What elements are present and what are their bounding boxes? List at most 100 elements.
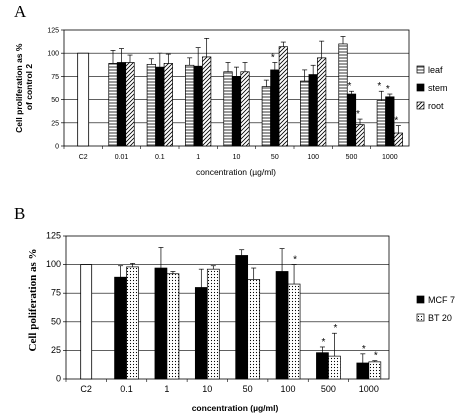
bar-leaf: [376, 100, 386, 147]
bar-leaf: [146, 63, 156, 147]
panel-a-axes: 0 25 50 75 100 125 C2 0.01 0.1 1 10 50 100 500 1000: [47, 28, 397, 162]
x-tick-label: 1000: [382, 154, 398, 161]
bar-mcf-7: [114, 276, 127, 380]
significance-star: *: [321, 337, 325, 348]
bar-stem: [116, 62, 127, 147]
bar-stem: [385, 96, 395, 147]
panel-b-axes: 0 25 50 75 100 125 C2 0.1 1 10 50 100 500 1000: [46, 231, 379, 395]
y-tick-label: 0: [56, 374, 61, 384]
y-tick-label: 0: [55, 144, 59, 151]
significance-star: *: [377, 81, 381, 92]
x-tick-label: 50: [243, 384, 253, 394]
x-tick-label: 0.1: [120, 384, 133, 394]
significance-star: *: [394, 116, 398, 127]
significance-star: *: [293, 255, 297, 266]
x-tick-label: 10: [202, 384, 212, 394]
control-bar: [80, 264, 93, 380]
legend-label-mcf-7: MCF 7: [428, 295, 455, 305]
legend-swatch-mcf-7: [416, 295, 425, 304]
significance-star: *: [362, 344, 366, 355]
legend-label-stem: stem: [428, 83, 448, 93]
y-tick-label: 25: [51, 120, 59, 127]
x-tick-label: 500: [346, 154, 358, 161]
x-tick-label: 1000: [359, 384, 379, 394]
y-tick-label: 125: [47, 28, 59, 35]
panel-b: B Cell poliferation as % concentration (…: [14, 204, 455, 413]
legend-swatch-stem: [416, 83, 425, 92]
bar-mcf-7: [194, 287, 208, 380]
bar-bt-20: [247, 279, 261, 380]
bar-root: [317, 57, 327, 147]
bar-root: [163, 63, 173, 147]
panel-a-y-axis-title: Cell proliferation as % of control 2: [14, 41, 34, 133]
bar-root: [240, 71, 250, 147]
significance-star: *: [333, 323, 337, 334]
bar-stem: [193, 65, 203, 147]
bar-stem: [308, 74, 318, 147]
x-tick-label: 1: [164, 384, 169, 394]
panel-a-label: A: [14, 2, 27, 21]
y-tick-label: 100: [47, 51, 59, 58]
control-bar: [77, 52, 90, 147]
bar-bt-20: [206, 268, 220, 380]
bar-leaf: [261, 86, 271, 147]
y-tick-label: 75: [51, 288, 61, 298]
panel-b-label: B: [14, 204, 25, 223]
y-tick-label: 100: [46, 259, 61, 269]
x-tick-label: 100: [281, 384, 296, 394]
x-tick-label: 100: [307, 154, 319, 161]
bar-mcf-7: [275, 271, 289, 380]
x-tick-label: C2: [80, 384, 92, 394]
panel-b-x-axis-title: concentration (µg/ml): [192, 403, 279, 413]
bar-bt-20: [166, 273, 180, 380]
bar-mcf-7: [154, 267, 168, 380]
bar-root: [355, 124, 365, 147]
x-tick-label: C2: [79, 154, 88, 161]
significance-star: *: [348, 81, 352, 92]
legend-label-bt-20: BT 20: [428, 313, 452, 323]
y-tick-label: 25: [51, 345, 61, 355]
bar-leaf: [185, 64, 195, 147]
panel-a-x-axis-title: concentration (µg/ml): [196, 167, 276, 177]
bar-bt-20: [368, 361, 382, 380]
panel-a-bars: * * * * * *: [77, 36, 403, 147]
x-tick-label: 500: [321, 384, 336, 394]
significance-star: *: [374, 351, 378, 362]
legend-swatch-leaf: [416, 65, 425, 74]
x-tick-label: 0.1: [155, 154, 165, 161]
bar-root: [125, 62, 135, 147]
legend-label-root: root: [428, 101, 444, 111]
bar-mcf-7: [316, 352, 329, 380]
bar-root: [202, 56, 212, 147]
bar-bt-20: [328, 355, 341, 380]
significance-star: *: [356, 109, 360, 120]
bar-bt-20: [287, 283, 301, 380]
significance-star: *: [271, 52, 275, 63]
y-tick-label: 75: [51, 74, 59, 81]
bar-leaf: [108, 63, 118, 147]
panel-a-legend: leaf stem root: [416, 65, 448, 111]
bar-mcf-7: [235, 255, 249, 380]
bar-stem: [231, 76, 242, 147]
bar-stem: [346, 93, 357, 147]
x-tick-label: 10: [233, 154, 241, 161]
bar-bt-20: [126, 266, 139, 380]
y-tick-label: 125: [46, 231, 61, 241]
bar-root: [278, 46, 288, 147]
legend-label-leaf: leaf: [428, 65, 443, 75]
y-tick-label: 50: [51, 316, 61, 326]
panel-b-legend: MCF 7 BT 20: [416, 295, 455, 323]
panel-a: A Cell proliferation as % of control 2 c…: [14, 2, 448, 177]
bar-mcf-7: [356, 362, 370, 380]
panel-b-bars: * * * * *: [80, 247, 382, 380]
y-tick-label: 50: [51, 97, 59, 104]
x-tick-label: 50: [271, 154, 279, 161]
legend-swatch-root: [416, 101, 425, 110]
significance-star: *: [386, 84, 390, 95]
legend-swatch-bt-20: [416, 313, 425, 322]
x-tick-label: 1: [196, 154, 200, 161]
bar-stem: [155, 66, 165, 147]
bar-leaf: [223, 71, 233, 147]
panel-b-y-axis-title: Cell poliferation as %: [27, 249, 39, 352]
